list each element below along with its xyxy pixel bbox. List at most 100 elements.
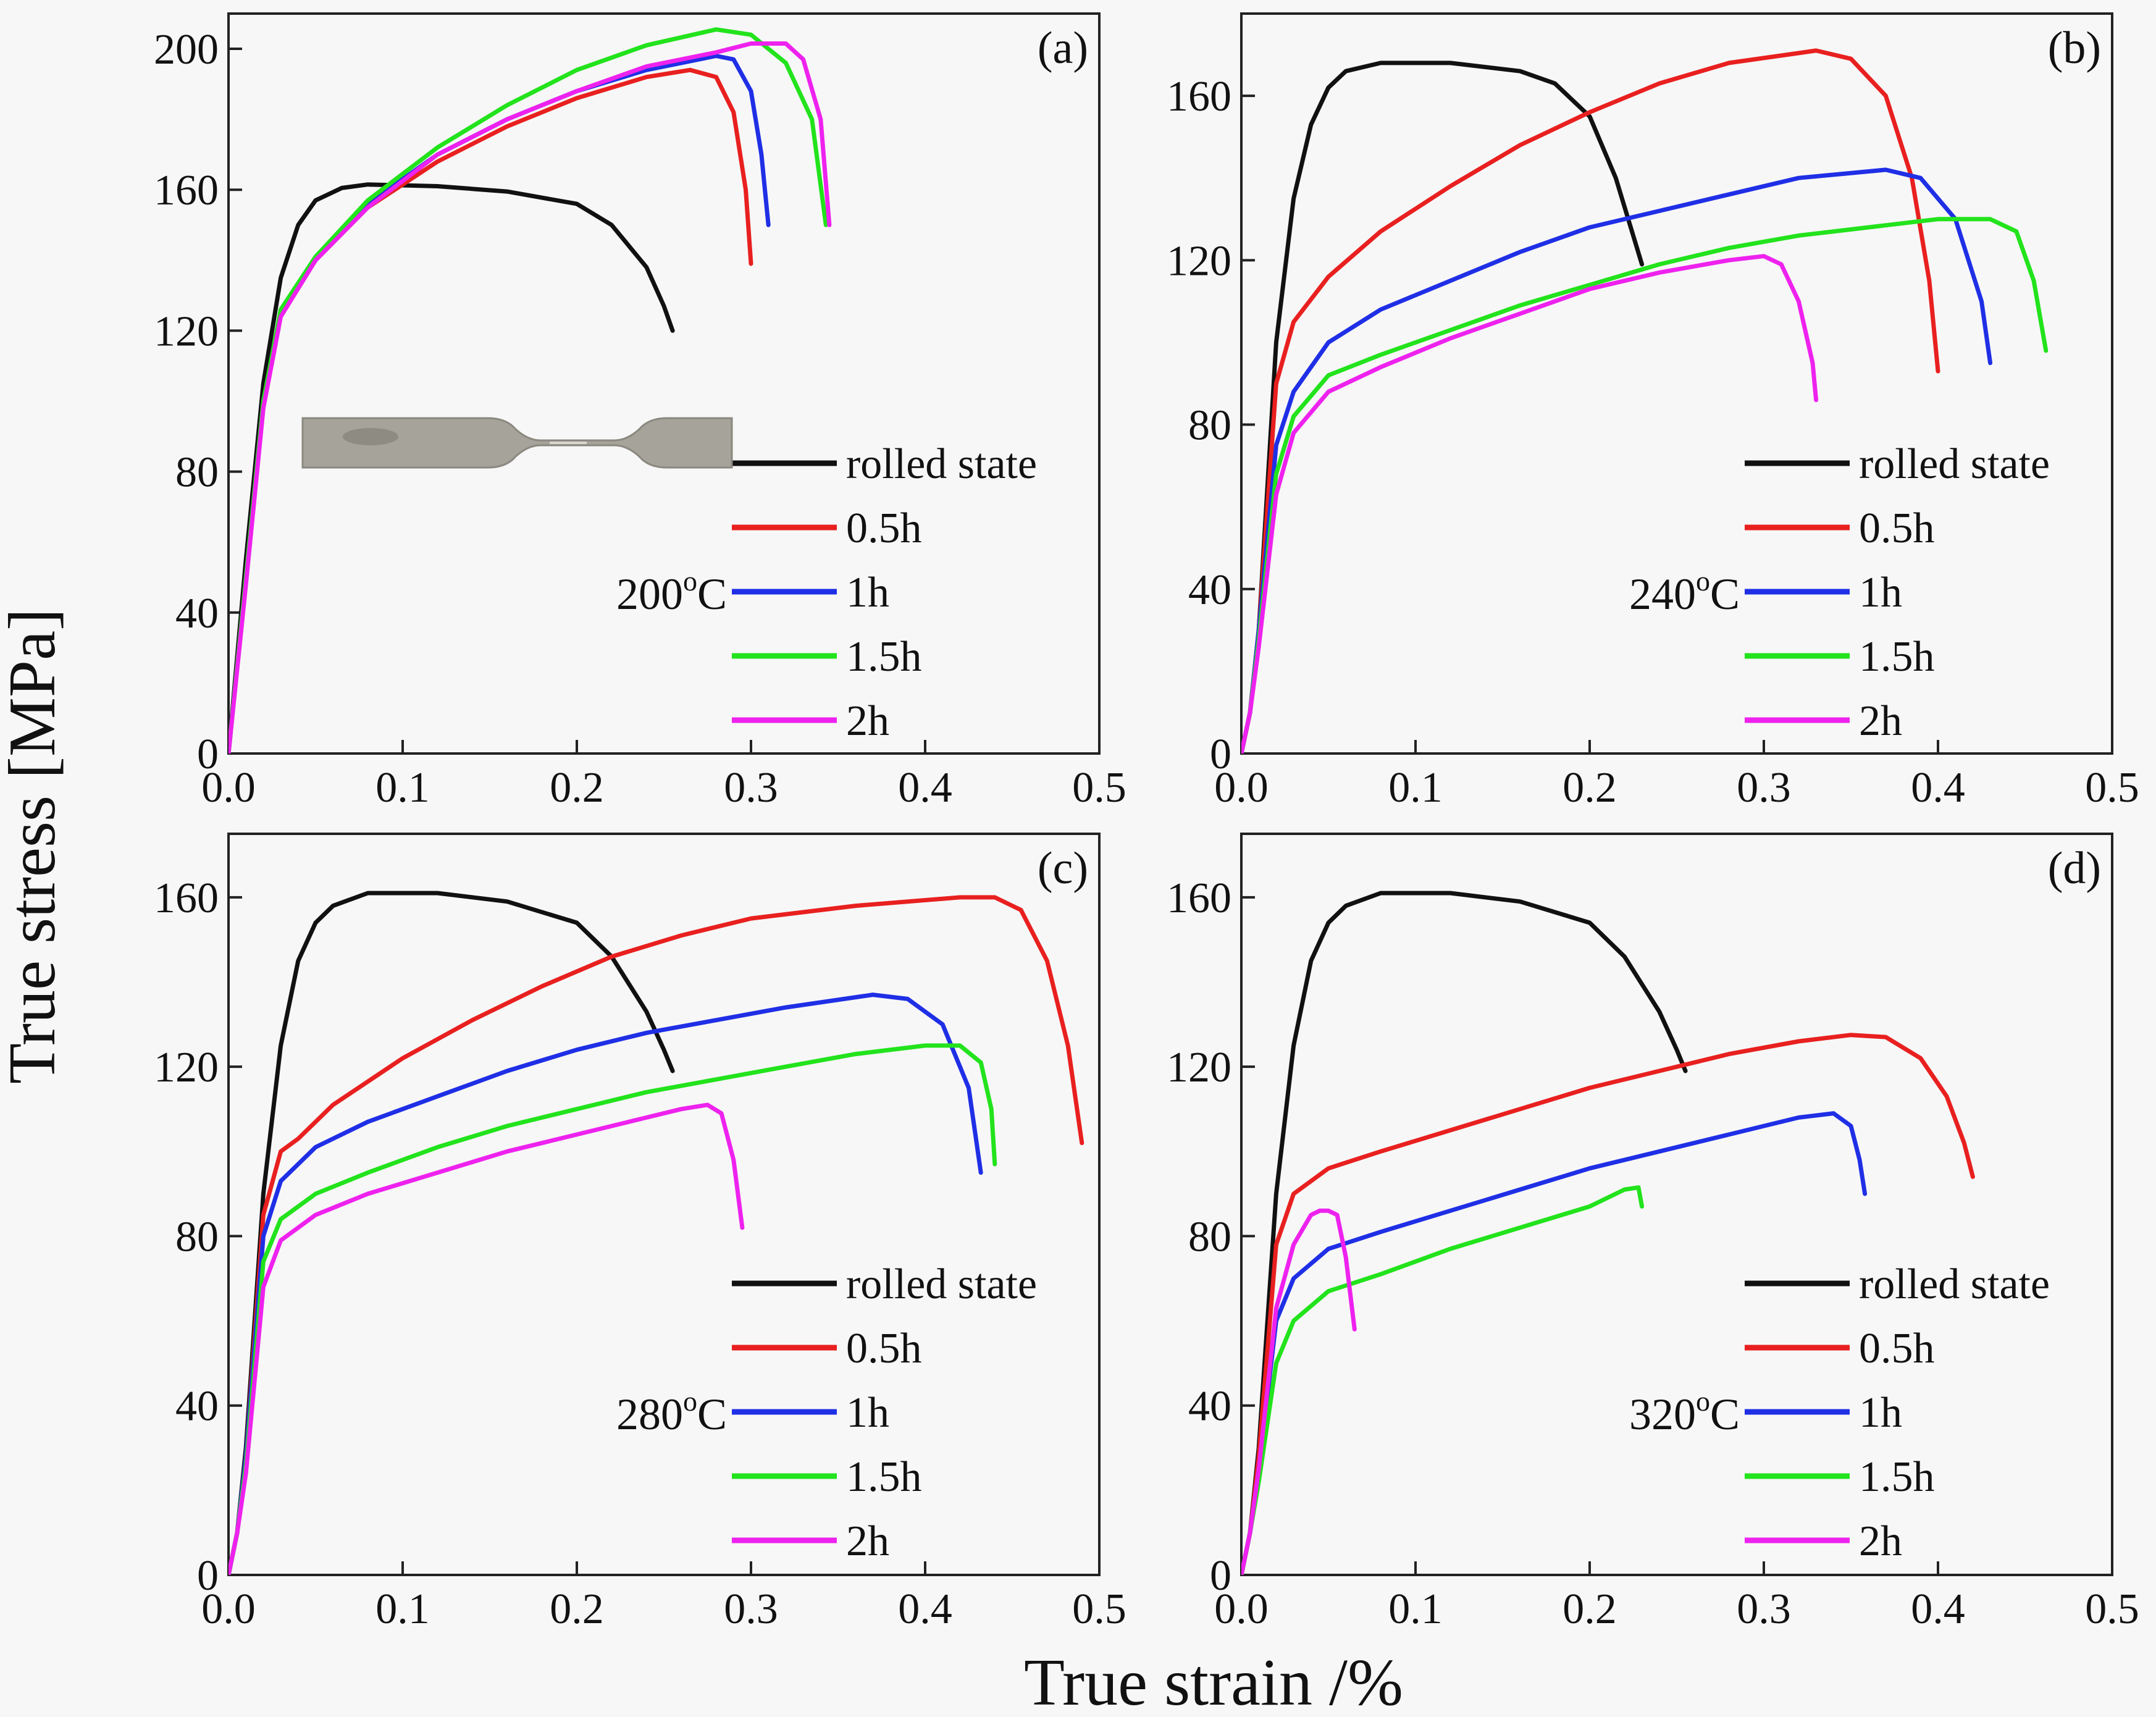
series-line-0-5h [229,895,1084,1575]
series-line-0-5h [1241,48,1940,754]
x-tick-label: 0.4 [1911,764,1965,812]
series-line-1-5h [1241,217,2049,754]
temperature-label: 240oC [1629,565,1740,619]
series-line-2h [1241,254,1819,754]
y-tick-label: 40 [175,1383,219,1430]
x-tick-label: 0.0 [1214,1585,1269,1633]
plot-frame [227,12,1101,755]
y-tick-label: 40 [1188,566,1231,614]
legend-label: rolled state [1859,440,2050,488]
series-group [1241,891,1975,1575]
series-line-0-5h [1241,1033,1975,1575]
degree-sign: o [1696,1385,1710,1417]
temperature-value: 320 [1629,1390,1696,1439]
plot-frame [227,833,1101,1576]
legend-label: 1h [846,1389,889,1437]
y-tick-label: 40 [1188,1383,1231,1430]
y-tick-label: 80 [175,449,219,497]
temperature-value: 200 [616,569,683,619]
y-axis-title: True stress [MPa] [0,608,69,1084]
x-tick-label: 0.4 [898,764,952,812]
legend-label: 1.5h [846,633,922,681]
x-tick-label: 0.3 [724,1585,778,1633]
series-line-2h [229,41,832,754]
y-tick-label: 0 [1210,1552,1231,1600]
legend-label: 2h [1859,697,1902,745]
temperature-label: 280oC [616,1385,727,1439]
y-tick-label: 200 [154,26,219,73]
legend-label: 0.5h [846,1325,922,1372]
legend-label: rolled state [846,1261,1037,1308]
temperature-value: 240 [1629,569,1696,619]
y-tick-label: 0 [197,731,219,778]
temperature-value: 280 [616,1390,683,1439]
x-tick-label: 0.5 [1072,764,1126,812]
x-tick-label: 0.5 [1072,1585,1126,1633]
legend-label: 1.5h [1859,633,1935,681]
legend-label: rolled state [1859,1261,2050,1308]
legend-label: 1.5h [1859,1453,1935,1501]
y-tick-label: 160 [154,167,219,214]
series-line-1-5h [229,1043,997,1575]
y-tick-label: 80 [1188,402,1231,450]
x-tick-label: 0.4 [898,1585,952,1633]
legend-label: 1.5h [846,1453,922,1501]
degree-sign: o [683,565,697,597]
plot-frame [1240,12,2113,755]
x-tick-label: 0.1 [1388,1585,1443,1633]
series-group [229,891,1084,1575]
temperature-unit: C [697,1390,727,1439]
y-tick-label: 160 [154,875,219,922]
x-tick-label: 0.3 [1737,1585,1791,1633]
legend-label: 2h [846,1518,889,1565]
degree-sign: o [683,1385,697,1417]
y-tick-label: 120 [1167,237,1231,285]
x-tick-label: 0.2 [550,764,604,812]
temperature-unit: C [697,569,727,619]
temperature-label: 200oC [616,565,727,619]
panel-b: 0.0 0.1 0.2 0.3 0.4 0.5 0 40 80 120 160 (b) rolled s… [1167,12,2139,812]
x-tick-label: 0.2 [1562,764,1617,812]
series-line-rolled-state [1241,891,1688,1575]
y-tick-label: 120 [154,1044,219,1091]
temperature-label: 320oC [1629,1385,1740,1439]
x-tick-label: 0.2 [1562,1585,1617,1633]
legend-label: 1h [846,569,889,616]
panel-c: 0.0 0.1 0.2 0.3 0.4 0.5 0 40 80 120 160 (c) rolled s… [154,833,1126,1633]
legend-label: 2h [846,697,889,745]
panel-label: (d) [2048,843,2101,894]
legend-label: rolled state [846,440,1037,488]
panel-label: (b) [2048,23,2101,73]
x-tick-label: 0.1 [375,1585,430,1633]
legend-label: 2h [1859,1518,1902,1565]
legend-label: 1h [1859,1389,1902,1437]
y-tick-label: 80 [175,1213,219,1261]
panels: 0.0 0.1 0.2 0.3 0.4 0.5 0 40 80 120 160 200 (a) rolle… [154,12,2139,1633]
x-tick-label: 0.5 [2085,764,2139,812]
degree-sign: o [1696,565,1710,597]
y-tick-label: 120 [1167,1044,1231,1091]
x-axis-title: True strain /% [1024,1646,1403,1717]
x-tick-label: 0.0 [201,1585,256,1633]
x-tick-label: 0.3 [724,764,778,812]
panel-label: (a) [1038,23,1088,73]
panel-d: 0.0 0.1 0.2 0.3 0.4 0.5 0 40 80 120 160 (d) rolled s… [1167,833,2139,1633]
x-tick-label: 0.2 [550,1585,604,1633]
series-line-2h [1241,1208,1357,1575]
series-line-rolled-state [229,182,675,754]
x-tick-label: 0.0 [1214,764,1269,812]
x-tick-label: 0.5 [2085,1585,2139,1633]
temperature-unit: C [1710,569,1740,619]
legend-label: 0.5h [1859,1325,1935,1372]
y-tick-label: 160 [1167,73,1231,120]
panel-a: 0.0 0.1 0.2 0.3 0.4 0.5 0 40 80 120 160 200 (a) rolle… [154,12,1126,812]
y-tick-label: 0 [1210,731,1231,778]
plot-frame [1240,833,2113,1576]
legend-label: 1h [1859,569,1902,616]
series-group [1241,48,2049,754]
y-tick-label: 40 [175,590,219,637]
series-line-1h [1241,167,1993,754]
series-group [229,27,832,754]
